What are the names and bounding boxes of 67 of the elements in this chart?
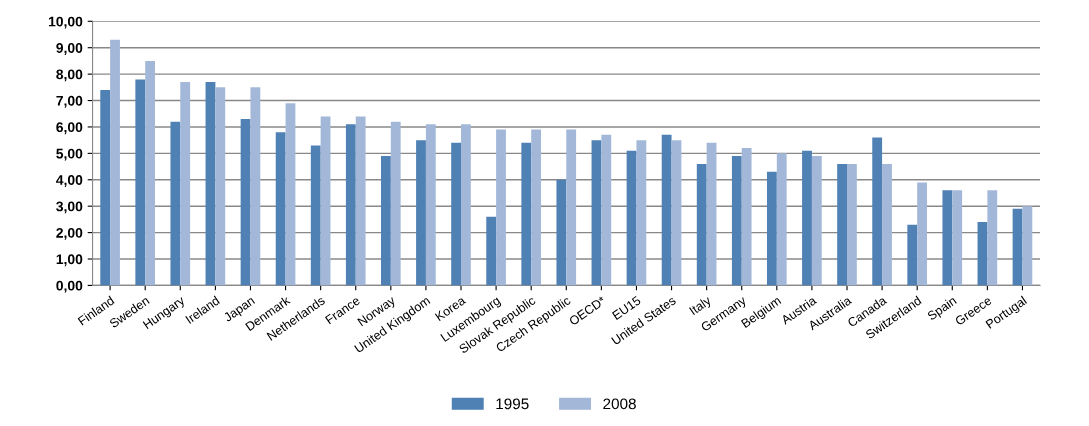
bar <box>706 142 717 286</box>
bar <box>661 134 672 286</box>
bar <box>320 116 331 286</box>
bar <box>872 137 883 286</box>
bar <box>802 150 812 286</box>
bar <box>145 60 156 286</box>
bar <box>355 116 366 286</box>
bar <box>240 119 251 286</box>
bar <box>100 89 111 286</box>
y-tick-label: 10,00 <box>48 16 83 29</box>
bar <box>416 140 426 286</box>
bar <box>601 134 612 286</box>
bar <box>566 129 577 286</box>
bar <box>250 87 261 286</box>
y-tick-label: 2,00 <box>56 227 83 240</box>
legend-label: 2008 <box>603 398 636 410</box>
bar <box>907 224 918 286</box>
y-tick-label: 6,00 <box>56 122 83 135</box>
bar <box>942 190 953 286</box>
bar <box>671 140 682 286</box>
bar <box>556 179 567 286</box>
bar <box>285 103 296 286</box>
bar <box>461 124 471 286</box>
bar <box>917 182 928 286</box>
bar <box>180 82 191 286</box>
bar <box>837 163 847 286</box>
y-tick-label: 4,00 <box>56 175 83 187</box>
bar <box>636 140 647 286</box>
bar <box>977 222 988 286</box>
bar <box>776 153 787 286</box>
y-tick-label: 8,00 <box>56 69 83 82</box>
bar <box>215 87 226 286</box>
y-tick-label: 0,00 <box>56 280 83 293</box>
bar <box>1022 206 1033 286</box>
bar <box>496 129 506 286</box>
y-tick-label: 9,00 <box>56 43 83 55</box>
bar <box>486 216 497 286</box>
bar <box>696 163 707 286</box>
bar <box>1012 208 1023 286</box>
bar <box>310 145 321 286</box>
bar <box>521 142 532 286</box>
bar <box>135 79 146 286</box>
bar <box>626 150 637 286</box>
bar <box>591 140 602 286</box>
legend-label: 1995 <box>496 398 529 410</box>
y-tick-label: 3,00 <box>56 201 83 214</box>
bar <box>381 156 391 286</box>
bar <box>987 190 998 286</box>
bar <box>425 124 436 286</box>
bar <box>345 124 356 286</box>
bar <box>952 190 963 286</box>
bar <box>170 121 181 286</box>
bar <box>882 163 892 286</box>
bar <box>275 132 286 286</box>
y-tick-label: 1,00 <box>56 254 83 267</box>
bar <box>390 121 401 286</box>
bar <box>451 142 462 286</box>
bar <box>811 156 822 286</box>
bar <box>110 39 120 286</box>
bar <box>766 171 777 286</box>
bar <box>205 82 216 286</box>
bar <box>731 156 742 286</box>
y-tick-label: 5,00 <box>56 148 83 161</box>
y-tick-label: 7,00 <box>56 95 83 108</box>
bar <box>741 148 752 286</box>
bar <box>531 129 542 286</box>
bar <box>847 163 857 286</box>
